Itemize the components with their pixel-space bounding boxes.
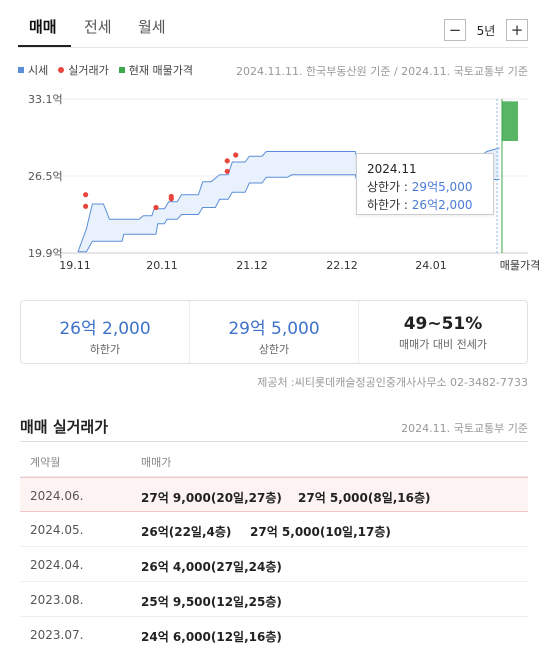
legend-label: 시세	[28, 64, 49, 77]
data-provider: 제공처 :씨티롯데캐슬정공인중개사사무소 02-3482-7733	[257, 376, 528, 389]
legend-item-market-price: 시세	[18, 62, 48, 78]
trade-point	[224, 168, 230, 174]
table-row[interactable]: 2023.08. 25억 9,500(12일,25층)	[20, 582, 528, 617]
deal-type-tabs: 매매 전세 월세	[18, 0, 528, 48]
row-date: 2023.07.	[30, 628, 84, 642]
row-price-2: 27억 5,000(8일,16층)	[298, 491, 431, 505]
tooltip-lower-label: 하한가 :	[367, 198, 412, 212]
tab-jeonse[interactable]: 전세	[84, 18, 112, 36]
x-tick-label: 20.11	[146, 259, 178, 272]
legend-square-icon	[118, 67, 125, 73]
table-row[interactable]: 2024.05. 26억(22일,4층) 27억 5,000(10일,17층)	[20, 512, 528, 547]
row-date: 2024.05.	[30, 523, 84, 537]
lower-price-label: 하한가	[89, 343, 121, 356]
summary-lower-price: 26억 2,000 하한가	[21, 301, 189, 363]
row-date: 2024.04.	[30, 558, 84, 572]
summary-upper-price: 29억 5,000 상한가	[189, 301, 358, 363]
header-sale-price: 매매가	[141, 456, 172, 469]
section-source: 2024.11. 국토교통부 기준	[401, 422, 528, 435]
trade-point	[224, 158, 230, 164]
row-price: 27억 9,000(20일,27층)	[141, 491, 282, 505]
row-date: 2023.08.	[30, 593, 84, 607]
lower-price-value: 26억 2,000	[59, 319, 151, 339]
legend-label: 실거래가	[68, 64, 109, 77]
upper-price-value: 29억 5,000	[228, 319, 320, 339]
trade-point	[83, 203, 89, 209]
table-row[interactable]: 2023.07. 24억 6,000(12일,16층)	[20, 617, 528, 650]
period-decrease-button[interactable]: −	[444, 19, 466, 41]
tab-sale[interactable]: 매매	[29, 18, 57, 36]
x-tick-label: 24.01	[415, 259, 447, 272]
table-header: 계약월 매매가	[20, 441, 528, 477]
section-title: 매매 실거래가	[20, 418, 109, 436]
y-tick-label: 19.9억	[28, 247, 63, 260]
tab-monthly-rent[interactable]: 월세	[138, 18, 166, 36]
tooltip-lower-row: 하한가 : 26억2,000	[367, 196, 483, 214]
period-value: 5년	[476, 23, 496, 38]
transaction-table: 2024.06. 27억 9,000(20일,27층) 27억 5,000(8일…	[20, 477, 528, 650]
tooltip-date: 2024.11	[367, 162, 417, 176]
x-tick-label: 21.12	[236, 259, 268, 272]
table-row[interactable]: 2024.06. 27억 9,000(20일,27층) 27억 5,000(8일…	[20, 477, 528, 512]
legend-dot-icon	[58, 67, 65, 73]
trade-point	[153, 204, 159, 211]
x-tick-label: 매물가격	[500, 259, 540, 272]
row-price: 25억 9,500(12일,25층)	[141, 595, 282, 609]
jeonse-ratio-value: 49~51%	[403, 314, 483, 334]
tooltip-upper-value: 29억5,000	[411, 180, 473, 194]
active-tab-underline	[18, 45, 71, 47]
row-date: 2024.06.	[30, 489, 84, 503]
x-tick-label: 22.12	[326, 259, 358, 272]
period-increase-button[interactable]: +	[506, 19, 528, 41]
legend-label: 현재 매물가격	[128, 64, 193, 77]
legend-item-actual-trade: 실거래가	[58, 62, 109, 78]
chart-legend: 시세 실거래가 현재 매물가격	[18, 62, 203, 78]
tooltip-upper-row: 상한가 : 29억5,000	[367, 178, 483, 196]
trade-point	[233, 152, 239, 158]
tooltip-upper-label: 상한가 :	[367, 180, 412, 194]
trade-point	[83, 192, 89, 198]
legend-item-listing-price: 현재 매물가격	[118, 62, 193, 78]
y-tick-label: 26.5억	[28, 170, 63, 183]
price-summary: 26억 2,000 하한가 29억 5,000 상한가 49~51% 매매가 대…	[20, 300, 528, 364]
chart-source-note: 2024.11.11. 한국부동산원 기준 / 2024.11. 국토교통부 기…	[236, 65, 528, 78]
upper-price-label: 상한가	[258, 343, 290, 356]
header-contract-month: 계약월	[30, 456, 61, 469]
table-row[interactable]: 2024.04. 26억 4,000(27일,24층)	[20, 547, 528, 582]
chart-tooltip: 2024.11 상한가 : 29억5,000 하한가 : 26억2,000	[356, 153, 494, 215]
x-tick-label: 19.11	[59, 259, 91, 272]
period-selector: − 5년 +	[444, 19, 528, 41]
y-tick-label: 33.1억	[28, 93, 63, 106]
legend-square-icon	[18, 67, 24, 73]
row-price: 26억(22일,4층)	[141, 525, 232, 539]
trade-point	[168, 196, 174, 202]
tooltip-lower-value: 26억2,000	[411, 198, 473, 212]
listing-price-bar	[502, 101, 518, 141]
row-price: 24억 6,000(12일,16층)	[141, 630, 282, 644]
summary-jeonse-ratio: 49~51% 매매가 대비 전세가	[358, 301, 527, 363]
jeonse-ratio-label: 매매가 대비 전세가	[399, 338, 487, 351]
row-price: 26억 4,000(27일,24층)	[141, 560, 282, 574]
row-price-2: 27억 5,000(10일,17층)	[250, 525, 391, 539]
